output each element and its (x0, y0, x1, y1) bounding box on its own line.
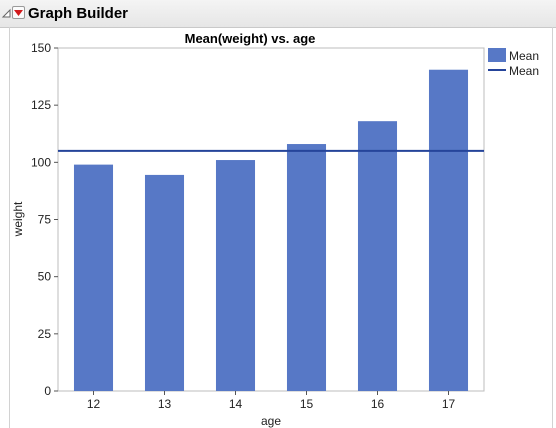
x-axis-label: age (261, 414, 281, 428)
header-title: Graph Builder (28, 5, 129, 22)
x-tick-label: 15 (300, 397, 314, 411)
bar (428, 69, 469, 391)
x-tick-label: 13 (158, 397, 172, 411)
graph-panel: Mean(weight) vs. age 0 25 50 75 100 125 150 12… (9, 27, 553, 428)
legend-line-label: Mean (509, 64, 539, 78)
y-axis: 0 25 50 75 100 125 150 (31, 41, 58, 398)
legend-bar-label: Mean (509, 49, 539, 63)
bar-series (73, 69, 469, 391)
legend: Mean Mean (488, 48, 539, 78)
x-tick-label: 16 (371, 397, 385, 411)
x-axis: 12 13 14 15 16 17 (87, 391, 456, 411)
x-tick-label: 12 (87, 397, 101, 411)
y-tick-label: 75 (38, 213, 52, 227)
y-tick-label: 50 (38, 270, 52, 284)
bar (215, 160, 256, 391)
y-tick-label: 125 (31, 98, 51, 112)
graph-builder-header: Graph Builder (0, 0, 556, 28)
x-tick-label: 14 (229, 397, 243, 411)
y-tick-label: 150 (31, 41, 51, 55)
bar (144, 174, 185, 391)
y-tick-label: 25 (38, 327, 52, 341)
chart: Mean(weight) vs. age 0 25 50 75 100 125 150 12… (11, 31, 539, 428)
bar (357, 121, 398, 391)
legend-bar-swatch (488, 48, 506, 62)
y-tick-label: 0 (44, 384, 51, 398)
y-axis-label: weight (11, 201, 25, 237)
bar (73, 164, 114, 391)
plot-frame (57, 47, 485, 392)
x-tick-label: 17 (442, 397, 456, 411)
red-triangle-menu-button[interactable] (12, 6, 25, 19)
collapse-triangle-icon[interactable] (1, 8, 11, 18)
bar (286, 144, 327, 391)
chart-title: Mean(weight) vs. age (185, 31, 316, 46)
red-triangle-icon (14, 10, 23, 16)
y-tick-label: 100 (31, 155, 51, 169)
